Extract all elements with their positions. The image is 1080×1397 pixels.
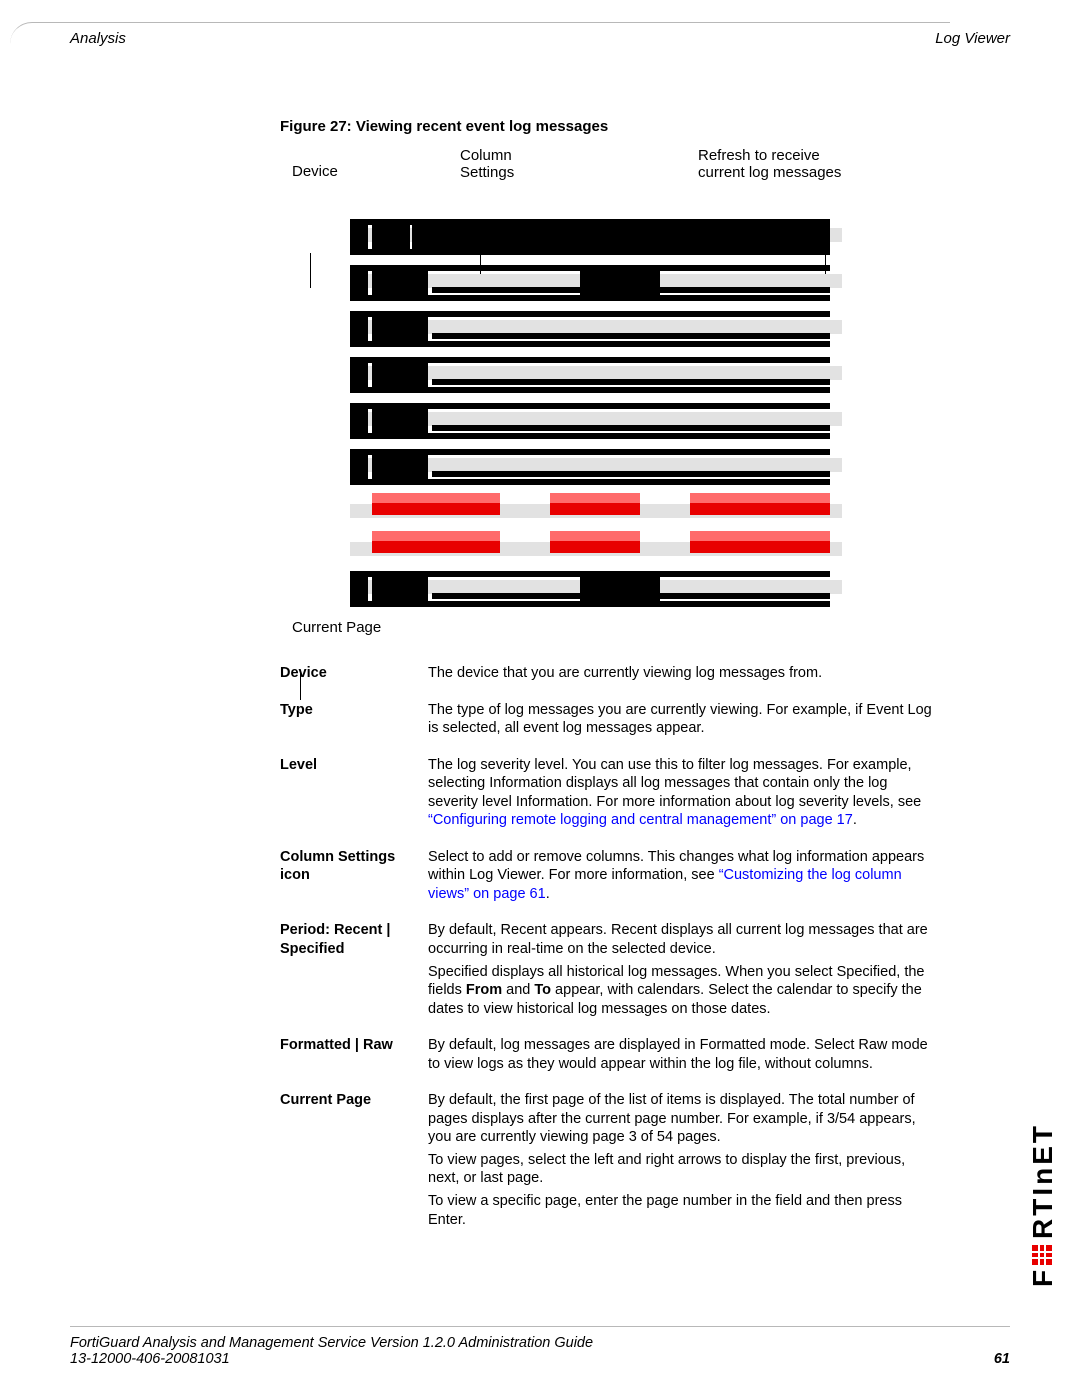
definition-description: By default, the first page of the list o…	[428, 1091, 940, 1233]
cross-reference-link[interactable]: “Configuring remote logging and central …	[428, 812, 853, 828]
log-row	[350, 445, 842, 485]
definition-description: The log severity level. You can use this…	[428, 756, 940, 834]
leader-line	[300, 670, 301, 700]
definition-description: The device that you are currently viewin…	[428, 664, 940, 687]
figure-callouts: Device Column Settings Refresh to receiv…	[280, 147, 940, 195]
page-container: Analysis Log Viewer Figure 27: Viewing r…	[70, 30, 1010, 1247]
log-row	[350, 529, 842, 561]
svg-text:RTInET: RTInET	[1028, 1123, 1058, 1239]
figure-image	[350, 215, 842, 607]
definition-term: Device	[280, 664, 428, 683]
callout-current-page: Current Page	[292, 619, 940, 636]
definition-description: The type of log messages you are current…	[428, 701, 940, 742]
callout-device: Device	[292, 163, 338, 180]
definition-term: Column Settings icon	[280, 848, 428, 885]
definition-description: Select to add or remove columns. This ch…	[428, 848, 940, 908]
figure-wrapper: Current Page	[280, 215, 940, 636]
callout-column-settings: Column Settings	[460, 147, 514, 181]
definition-term: Current Page	[280, 1091, 428, 1110]
log-row	[350, 215, 842, 255]
footer-docid: 13-12000-406-20081031	[70, 1351, 593, 1367]
cross-reference-link[interactable]: “Customizing the log column views” on pa…	[428, 867, 902, 902]
callout-column-settings-text: Column Settings	[460, 147, 514, 181]
log-row	[350, 353, 842, 393]
fortinet-logo: F RTInET	[1028, 1007, 1058, 1287]
header-left: Analysis	[70, 30, 126, 47]
callout-refresh-text: Refresh to receive current log messages	[698, 147, 841, 181]
footer-page-number: 61	[994, 1351, 1010, 1367]
log-row	[350, 307, 842, 347]
definition-row: TypeThe type of log messages you are cur…	[280, 701, 940, 742]
definition-term: Type	[280, 701, 428, 720]
log-row	[350, 491, 842, 523]
header-right: Log Viewer	[935, 30, 1010, 47]
page-footer: FortiGuard Analysis and Management Servi…	[70, 1326, 1010, 1367]
definitions-table: DeviceThe device that you are currently …	[280, 664, 940, 1233]
log-row	[350, 567, 842, 607]
definition-row: Current PageBy default, the first page o…	[280, 1091, 940, 1233]
definition-row: Formatted | RawBy default, log messages …	[280, 1036, 940, 1077]
footer-title: FortiGuard Analysis and Management Servi…	[70, 1335, 593, 1351]
figure-caption: Figure 27: Viewing recent event log mess…	[280, 118, 940, 135]
log-row	[350, 261, 842, 301]
content-area: Figure 27: Viewing recent event log mess…	[280, 118, 940, 1233]
definition-row: DeviceThe device that you are currently …	[280, 664, 940, 687]
definition-term: Formatted | Raw	[280, 1036, 428, 1055]
definition-row: LevelThe log severity level. You can use…	[280, 756, 940, 834]
svg-text:F: F	[1028, 1267, 1058, 1287]
definition-description: By default, log messages are displayed i…	[428, 1036, 940, 1077]
page-header: Analysis Log Viewer	[70, 30, 1010, 53]
definition-row: Column Settings iconSelect to add or rem…	[280, 848, 940, 908]
definition-term: Level	[280, 756, 428, 775]
footer-left: FortiGuard Analysis and Management Servi…	[70, 1335, 593, 1367]
definition-term: Period: Recent | Specified	[280, 921, 428, 958]
callout-refresh: Refresh to receive current log messages	[698, 147, 841, 181]
log-row	[350, 399, 842, 439]
definition-description: By default, Recent appears. Recent displ…	[428, 921, 940, 1022]
leader-line	[310, 253, 311, 288]
definition-row: Period: Recent | SpecifiedBy default, Re…	[280, 921, 940, 1022]
